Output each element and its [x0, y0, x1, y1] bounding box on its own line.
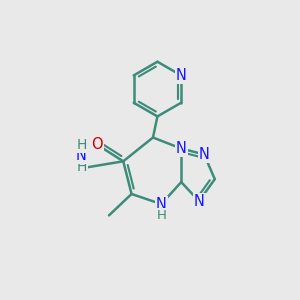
Text: N: N: [194, 194, 205, 208]
Text: N: N: [76, 148, 87, 163]
Text: H: H: [157, 209, 167, 222]
Text: H: H: [76, 160, 87, 174]
Text: N: N: [176, 68, 187, 83]
Text: O: O: [91, 137, 103, 152]
Text: N: N: [156, 196, 167, 211]
Text: N: N: [199, 147, 209, 162]
Text: N: N: [176, 141, 187, 156]
Text: H: H: [76, 138, 87, 152]
